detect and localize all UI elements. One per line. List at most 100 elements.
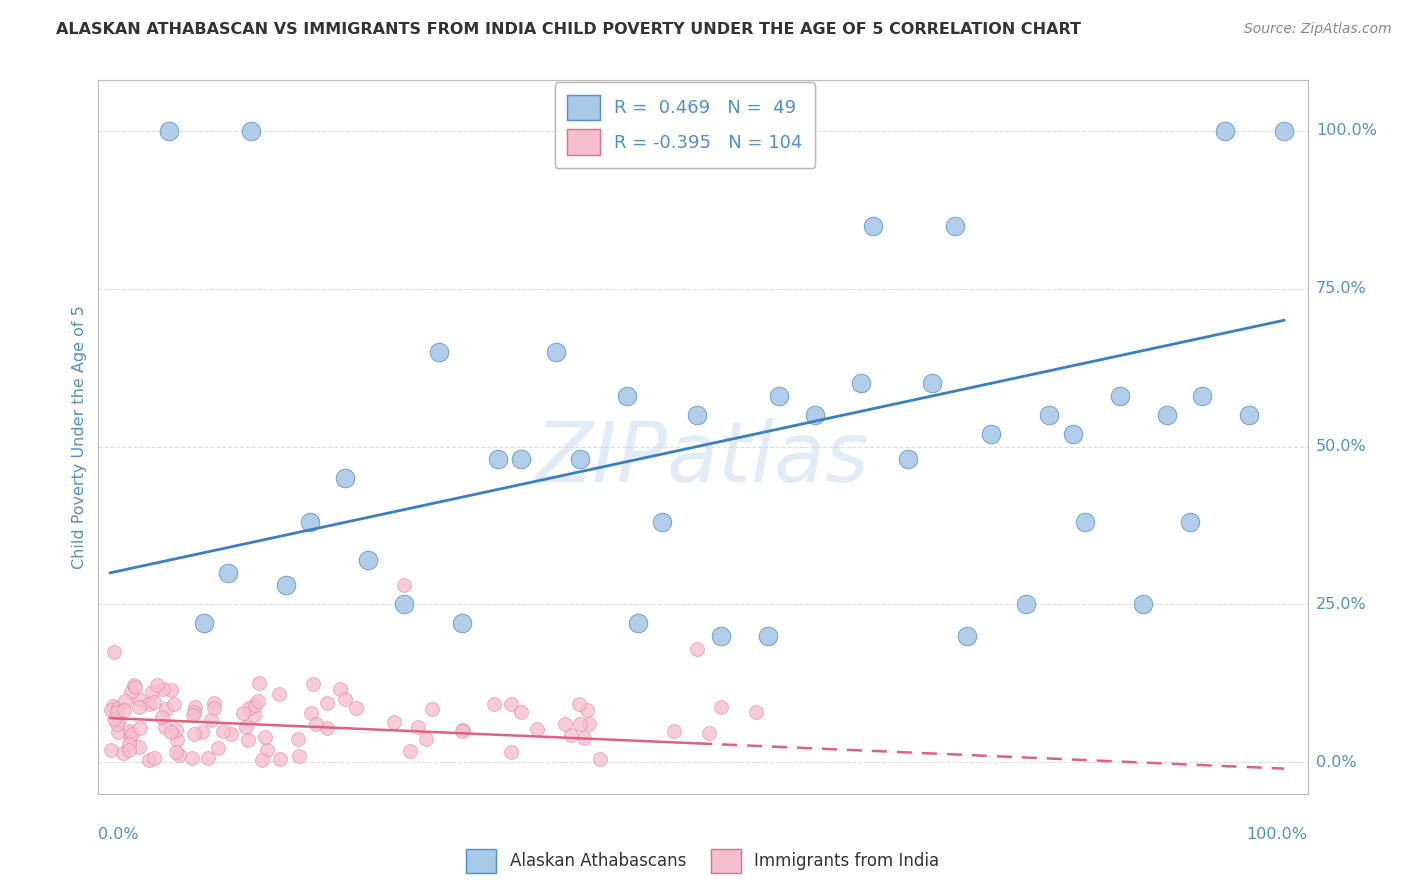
Point — [232, 706, 254, 721]
Point — [897, 452, 920, 467]
Point — [183, 726, 205, 740]
Point — [128, 692, 150, 706]
Point — [382, 714, 405, 729]
Point — [298, 516, 321, 530]
Point — [302, 677, 325, 691]
Point — [1108, 389, 1130, 403]
Point — [1073, 516, 1095, 530]
Point — [276, 578, 298, 592]
Point — [142, 695, 165, 709]
Point — [568, 697, 591, 711]
Text: ALASKAN ATHABASCAN VS IMMIGRANTS FROM INDIA CHILD POVERTY UNDER THE AGE OF 5 COR: ALASKAN ATHABASCAN VS IMMIGRANTS FROM IN… — [56, 22, 1081, 37]
Point — [406, 720, 429, 734]
Point — [333, 692, 356, 706]
Point — [107, 713, 129, 727]
Point — [200, 714, 222, 728]
Point — [138, 752, 160, 766]
Point — [510, 705, 533, 719]
Point — [329, 681, 352, 696]
Point — [138, 697, 160, 711]
Point — [1038, 408, 1060, 422]
Point — [1132, 598, 1154, 612]
Point — [128, 740, 150, 755]
Point — [157, 124, 180, 138]
Point — [288, 748, 311, 763]
Point — [105, 716, 128, 731]
Point — [243, 698, 266, 712]
Point — [129, 721, 152, 735]
Point — [451, 616, 474, 631]
Legend: Alaskan Athabascans, Immigrants from India: Alaskan Athabascans, Immigrants from Ind… — [460, 842, 946, 880]
Point — [576, 703, 599, 717]
Point — [501, 745, 523, 759]
Legend: R =  0.469   N =  49, R = -0.395   N = 104: R = 0.469 N = 49, R = -0.395 N = 104 — [555, 82, 815, 168]
Point — [103, 645, 125, 659]
Point — [181, 750, 204, 764]
Point — [415, 731, 437, 746]
Point — [572, 731, 595, 745]
Point — [510, 452, 533, 467]
Point — [153, 720, 176, 734]
Point — [357, 553, 380, 567]
Point — [236, 732, 259, 747]
Point — [107, 725, 129, 739]
Text: 100.0%: 100.0% — [1247, 827, 1308, 841]
Point — [141, 685, 163, 699]
Point — [803, 408, 825, 422]
Point — [166, 732, 188, 747]
Y-axis label: Child Poverty Under the Age of 5: Child Poverty Under the Age of 5 — [72, 305, 87, 569]
Point — [616, 389, 638, 403]
Point — [111, 746, 134, 760]
Point — [299, 706, 322, 720]
Point — [183, 706, 205, 720]
Point — [287, 731, 309, 746]
Point — [118, 724, 141, 739]
Point — [219, 727, 242, 741]
Point — [242, 707, 264, 722]
Point — [589, 752, 612, 766]
Point — [238, 701, 260, 715]
Point — [122, 678, 145, 692]
Point — [756, 629, 779, 643]
Point — [202, 696, 225, 710]
Point — [118, 743, 141, 757]
Point — [399, 743, 422, 757]
Point — [921, 376, 943, 391]
Point — [392, 598, 415, 612]
Point — [101, 698, 124, 713]
Point — [980, 426, 1002, 441]
Point — [247, 694, 270, 708]
Point — [501, 697, 523, 711]
Point — [1237, 408, 1260, 422]
Point — [1191, 389, 1213, 403]
Point — [167, 747, 190, 762]
Point — [697, 726, 720, 740]
Point — [128, 700, 150, 714]
Point — [165, 745, 187, 759]
Point — [191, 724, 214, 739]
Point — [160, 682, 183, 697]
Point — [103, 712, 125, 726]
Point — [249, 676, 271, 690]
Point — [240, 124, 263, 138]
Point — [118, 730, 141, 744]
Point — [235, 720, 257, 734]
Point — [945, 219, 967, 233]
Point — [568, 452, 591, 467]
Point — [105, 705, 128, 719]
Point — [107, 701, 129, 715]
Point — [768, 389, 790, 403]
Point — [745, 705, 768, 719]
Point — [212, 723, 235, 738]
Point — [121, 727, 143, 741]
Point — [305, 717, 328, 731]
Point — [250, 753, 273, 767]
Point — [627, 616, 650, 631]
Point — [202, 700, 225, 714]
Point — [254, 731, 277, 745]
Text: 75.0%: 75.0% — [1316, 281, 1367, 296]
Point — [482, 697, 505, 711]
Point — [145, 678, 167, 692]
Point — [862, 219, 884, 233]
Point — [1180, 516, 1202, 530]
